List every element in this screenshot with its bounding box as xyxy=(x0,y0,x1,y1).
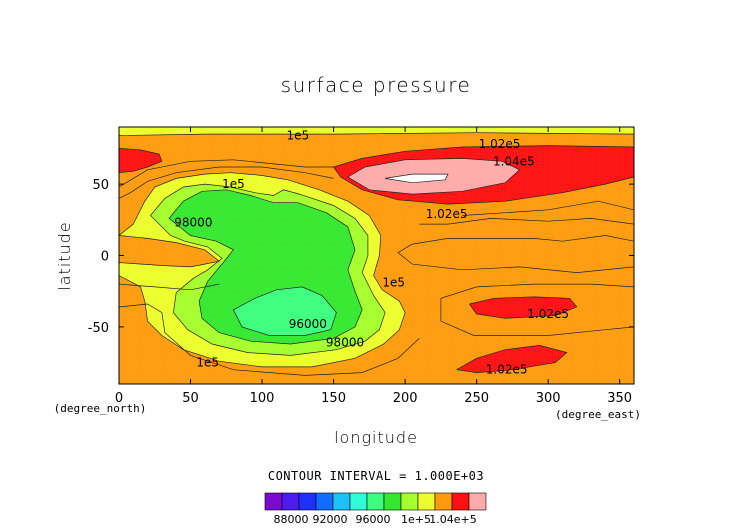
x-tick-label: 250 xyxy=(464,391,489,406)
contour-line-extra-2 xyxy=(119,283,220,291)
contour-line-extra-10 xyxy=(333,145,634,168)
colorbar-swatch xyxy=(298,492,317,511)
colorbar xyxy=(264,492,487,511)
contour-line-extra-3 xyxy=(119,303,420,376)
x-tick-label: 100 xyxy=(250,391,275,406)
colorbar-swatch xyxy=(468,492,487,511)
x-tick-label: 300 xyxy=(536,391,561,406)
contour-label: 1e5 xyxy=(382,276,405,290)
colorbar-tick-label: 88000 xyxy=(274,513,309,526)
contour-label: 1.02e5 xyxy=(426,207,468,221)
fill-red-south-mid xyxy=(469,296,577,319)
colorbar-swatch xyxy=(400,492,419,511)
contour-line-extra-1 xyxy=(119,159,334,188)
y-tick-label: -50 xyxy=(88,321,109,336)
colorbar-swatch xyxy=(281,492,300,511)
x-tick-label: 350 xyxy=(607,391,632,406)
contour-label: 1.02e5 xyxy=(486,363,528,377)
colorbar-swatch xyxy=(264,492,283,511)
y-tick-label: 0 xyxy=(101,250,109,265)
y-axis-ticks: -50 0 50 xyxy=(88,178,634,336)
contour-line-extra-6 xyxy=(440,283,634,336)
colorbar-tick-label: 92000 xyxy=(313,513,348,526)
contour-line-extra-7 xyxy=(462,200,634,216)
colorbar-tick-label: 1.04e+5 xyxy=(429,513,476,526)
contour-line-2 xyxy=(168,189,363,345)
contour-line-extra-11 xyxy=(333,166,634,205)
colorbar-swatch xyxy=(434,492,453,511)
x-tick-label: 150 xyxy=(321,391,346,406)
contour-line-0 xyxy=(119,172,406,368)
fill-hatch-texture xyxy=(119,127,634,384)
colorbar-swatch xyxy=(451,492,470,511)
contour-line-extra-9 xyxy=(119,148,163,174)
chart-title: surface pressure xyxy=(281,73,472,97)
contour-interval-text: CONTOUR INTERVAL = 1.000E+03 xyxy=(268,469,484,483)
x-tick-label: 50 xyxy=(182,391,199,406)
fill-brightgreen-region xyxy=(233,286,337,336)
x-axis-label: longitude xyxy=(334,428,418,447)
y-tick-label: 50 xyxy=(92,178,109,193)
contour-label: 1.02e5 xyxy=(527,307,569,321)
contour-line-extra-8 xyxy=(119,132,634,136)
colorbar-tick-label: 96000 xyxy=(356,513,391,526)
colorbar-swatch xyxy=(417,492,436,511)
contour-line-extra-13 xyxy=(456,345,568,373)
contour-label: 1e5 xyxy=(196,356,219,370)
contour-line-extra-14 xyxy=(347,158,521,195)
contour-line-extra-15 xyxy=(385,173,449,184)
colorbar-swatch xyxy=(366,492,385,511)
contour-labels: 1e5 1.02e5 1.04e5 1e5 98000 1.02e5 1e5 96000 980… xyxy=(174,129,569,377)
contour-line-3 xyxy=(232,286,337,336)
y-axis-label: latitude xyxy=(55,221,74,290)
x-tick-label: 0 xyxy=(115,391,123,406)
x-tick-label: 200 xyxy=(393,391,418,406)
contour-label: 1.02e5 xyxy=(479,137,521,151)
contour-line-extra-12 xyxy=(469,296,578,319)
contour-line-extra-4 xyxy=(397,235,634,273)
colorbar-tick-label: 1e+5 xyxy=(401,513,431,526)
colorbar-swatch xyxy=(315,492,334,511)
colorbar-swatch xyxy=(383,492,402,511)
contour-label: 96000 xyxy=(289,317,327,331)
contour-fill-layer xyxy=(119,127,634,384)
x-axis-ticks: 0 50 100 150 200 250 300 350 xyxy=(115,127,632,406)
contour-label: 1e5 xyxy=(222,177,245,191)
contour-lines xyxy=(119,132,634,376)
y-units-label: (degree_north) xyxy=(54,402,147,415)
contour-line-extra-0 xyxy=(119,166,334,199)
colorbar-swatch xyxy=(349,492,368,511)
fill-red-northwest xyxy=(119,148,162,173)
x-units-label: (degree_east) xyxy=(555,408,641,421)
contour-label: 1e5 xyxy=(286,129,309,143)
contour-label: 98000 xyxy=(326,336,364,350)
fill-red-south xyxy=(456,345,567,373)
contour-line-extra-5 xyxy=(419,218,634,225)
contour-label: 98000 xyxy=(174,216,212,230)
fill-north-band xyxy=(119,127,634,136)
contour-line-1 xyxy=(150,183,386,356)
contour-label: 1.04e5 xyxy=(493,154,535,168)
colorbar-tick-labels: 88000 92000 96000 1e+51.04e+5 xyxy=(274,513,477,526)
colorbar-swatch xyxy=(332,492,351,511)
